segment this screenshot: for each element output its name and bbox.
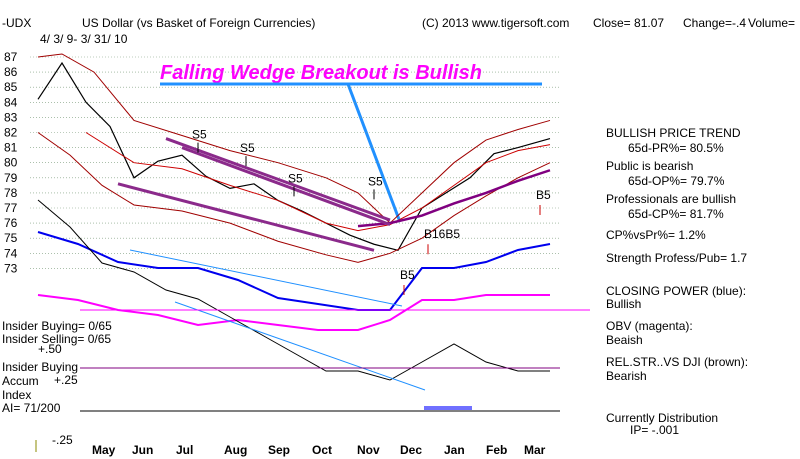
symbol-label: -UDX	[2, 16, 31, 30]
ai-histogram	[424, 406, 472, 410]
series-upper-band	[37, 53, 551, 224]
price-tick-label: 77	[4, 201, 18, 215]
relstr-trendline	[174, 301, 426, 391]
accum-label: Accum	[2, 374, 39, 388]
distribution-text: Currently Distribution	[606, 411, 718, 425]
strength-readout: Strength Profess/Pub= 1.7	[606, 251, 747, 265]
obv-line	[37, 294, 550, 331]
closing-power-label: CLOSING POWER (blue):	[606, 284, 746, 298]
ai-label: AI= 71/200	[2, 401, 61, 415]
professionals-text: Professionals are bullish	[606, 192, 736, 206]
month-label: Jul	[176, 443, 193, 457]
price-tick-label: 76	[4, 216, 18, 230]
price-tick-label: 84	[4, 95, 18, 109]
insider-buying-count: Insider Buying= 0/65	[2, 319, 112, 333]
month-label: Dec	[400, 443, 422, 457]
price-tick-label: 82	[4, 126, 18, 140]
price-tick-label: 85	[4, 80, 18, 94]
price-grid	[30, 56, 560, 269]
ip-readout: IP= -.001	[630, 423, 679, 437]
chart-title: US Dollar (vs Basket of Foreign Currenci…	[82, 16, 315, 30]
signal-label: S5	[288, 171, 303, 185]
change-readout: Change=-.4	[683, 16, 746, 30]
month-labels: May Jun Jul Aug Sep Oct Nov Dec Jan Feb Mar	[92, 443, 546, 457]
headline-text: Falling Wedge Breakout is Bullish	[160, 62, 482, 84]
stats-panel: BULLISH PRICE TREND 65d-PR%= 80.5% Publi…	[606, 126, 748, 437]
month-label: Mar	[524, 443, 546, 457]
signal-layer: S5 S5 S5 S5 B5 B16B5 B5	[192, 128, 551, 296]
index-label: Index	[2, 388, 31, 402]
trend-title: BULLISH PRICE TREND	[606, 126, 741, 140]
series-lower-band	[37, 132, 551, 263]
price-tick-label: 86	[4, 65, 18, 79]
headline-pointer	[346, 83, 402, 223]
wedge-line	[117, 182, 375, 252]
month-label: Sep	[268, 443, 290, 457]
price-tick-label: 81	[4, 141, 18, 155]
volume-readout: Volume=	[748, 16, 795, 30]
op-readout: 65d-OP%= 79.7%	[628, 174, 725, 188]
obv-label: OBV (magenta):	[606, 319, 693, 333]
month-label: Oct	[312, 443, 332, 457]
price-tick-label: 83	[4, 110, 18, 124]
relstr-line	[37, 199, 550, 381]
price-tick-label: 87	[4, 50, 18, 64]
wedge-layer	[117, 137, 426, 391]
pr-readout: 65d-PR%= 80.5%	[628, 141, 724, 155]
price-tick-label: 74	[4, 246, 18, 260]
series-udx	[37, 61, 551, 251]
signal-label: S5	[192, 128, 207, 142]
wedge-line	[181, 146, 391, 227]
signal-label: B16B5	[424, 227, 460, 241]
relstr-value: Bearish	[606, 369, 647, 383]
copyright-text: (C) 2013 www.tigersoft.com	[422, 16, 569, 30]
price-tick-label: 80	[4, 156, 18, 170]
date-range: 4/ 3/ 9- 3/ 31/ 10	[40, 32, 128, 46]
public-text: Public is bearish	[606, 159, 693, 173]
wedge-line	[165, 137, 391, 222]
obv-value: Beaish	[606, 333, 643, 347]
insider-buying-label: Insider Buying	[2, 360, 78, 374]
signal-label: B5	[400, 268, 415, 282]
relstr-label: REL.STR..VS DJI (brown):	[606, 355, 748, 369]
closing-power-value: Bullish	[606, 297, 641, 311]
month-label: Nov	[357, 443, 380, 457]
cp-readout: 65d-CP%= 81.7%	[628, 207, 724, 221]
price-tick-label: 78	[4, 186, 18, 200]
month-label: May	[92, 443, 116, 457]
signal-label: B5	[536, 188, 551, 202]
month-label: Aug	[224, 443, 247, 457]
closing-power-line	[37, 231, 551, 311]
cpvspr-readout: CP%vsPr%= 1.2%	[606, 228, 706, 242]
insider-selling-count: Insider Selling= 0/65	[2, 332, 111, 346]
cp-trendline	[129, 249, 403, 307]
accum-plus-50: +.50	[38, 342, 62, 356]
series-layer	[37, 53, 551, 381]
month-label: Feb	[486, 443, 507, 457]
close-readout: Close= 81.07	[593, 16, 664, 30]
accum-plus-25: +.25	[54, 373, 78, 387]
price-tick-label: 73	[4, 261, 18, 275]
series-moving-average	[85, 132, 551, 232]
signal-label: S5	[368, 174, 383, 188]
month-label: Jan	[444, 443, 465, 457]
price-tick-label: 79	[4, 171, 18, 185]
accum-minus-25: -.25	[52, 433, 73, 447]
signal-label: S5	[240, 141, 255, 155]
month-label: Jun	[132, 443, 153, 457]
price-tick-label: 75	[4, 231, 18, 245]
